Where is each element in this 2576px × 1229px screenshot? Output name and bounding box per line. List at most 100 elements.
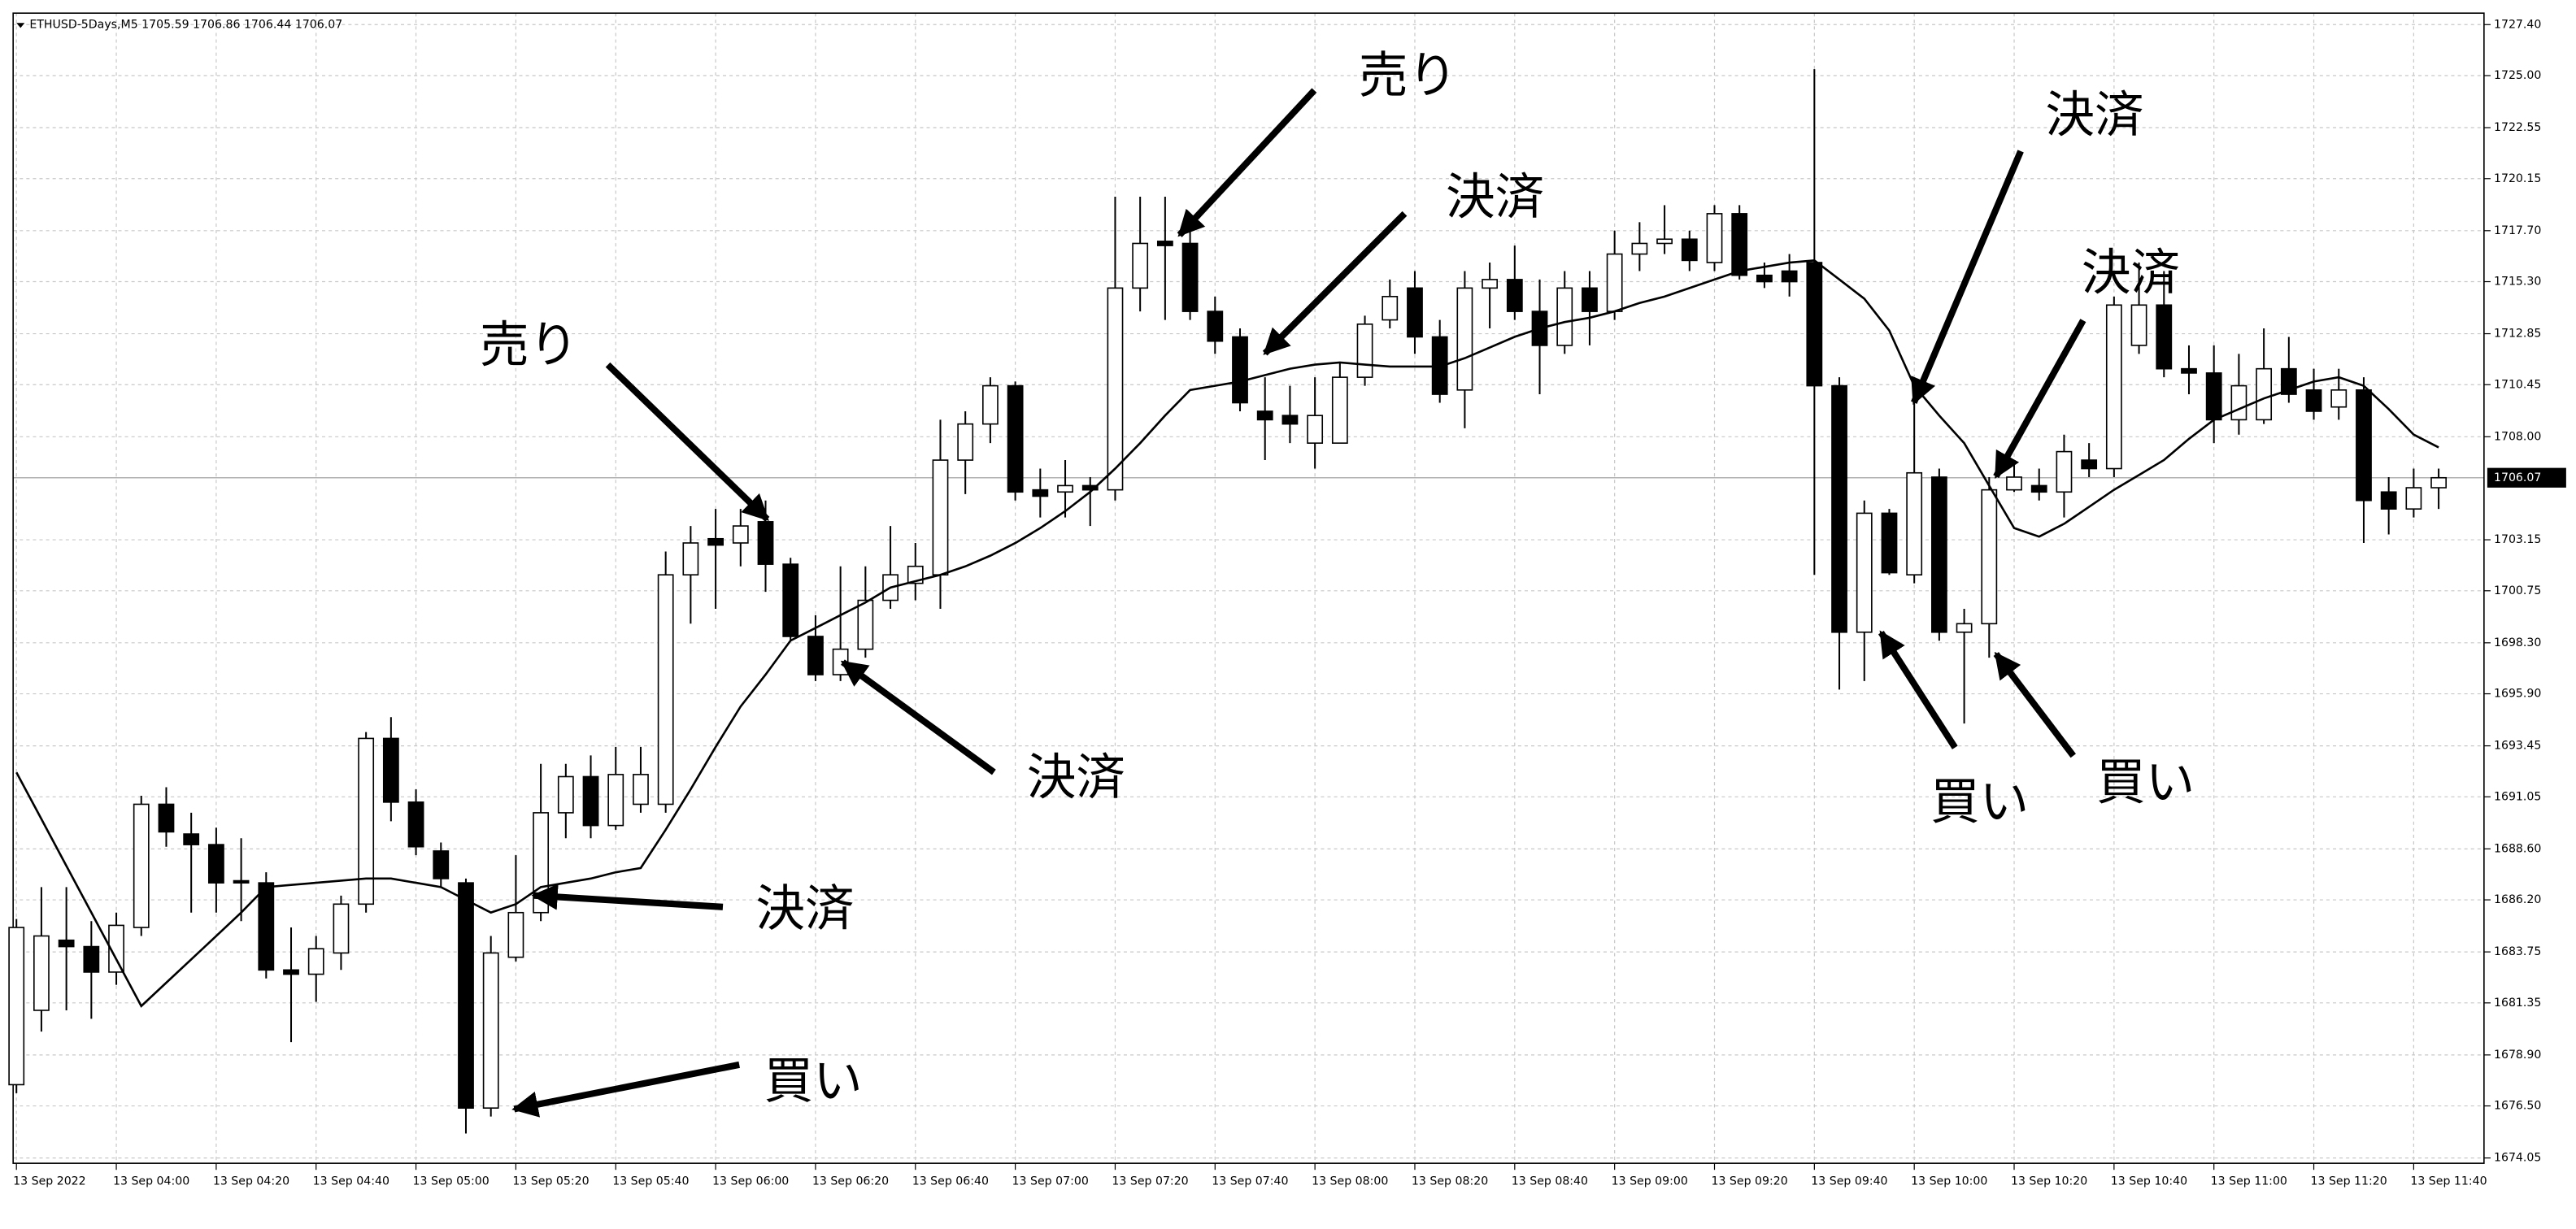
x-tick-label: 13 Sep 08:20 [1412, 1175, 1488, 1188]
annotation-label: 売り [480, 317, 578, 374]
candle-body [1382, 296, 1399, 321]
y-tick-label: 1686.20 [2494, 893, 2541, 906]
annotation-arrow [511, 1061, 740, 1118]
grid [13, 13, 2491, 1170]
x-tick-label: 13 Sep 06:20 [812, 1175, 889, 1188]
candle-body [1032, 489, 1049, 497]
candle-body [1407, 287, 1423, 338]
y-tick-label: 1681.35 [2494, 997, 2541, 1010]
candle-body [183, 833, 200, 845]
candle-body [2305, 389, 2322, 412]
current-price-tag [2487, 467, 2566, 488]
annotation-label: 決済 [755, 880, 854, 937]
y-tick-label: 1717.70 [2494, 224, 2541, 237]
candle-body [857, 599, 874, 650]
candle-body [33, 935, 50, 1011]
candle-body [1506, 279, 1523, 312]
candle-body [1606, 253, 1623, 312]
x-tick-label: 13 Sep 04:40 [313, 1175, 389, 1188]
annotation-label: 決済 [2045, 87, 2143, 144]
candle-body [2156, 304, 2173, 370]
candle-body [1930, 476, 1947, 633]
candle-body [158, 803, 175, 833]
annotation-label: 買い [1930, 774, 2029, 831]
annotation-label: 決済 [2082, 245, 2180, 302]
x-tick-label: 13 Sep 04:00 [113, 1175, 189, 1188]
candle-body [2430, 476, 2447, 489]
x-tick-label: 13 Sep 09:40 [1811, 1175, 1887, 1188]
candle-body [2380, 491, 2397, 510]
candle-body [2230, 384, 2247, 421]
candle-body [2006, 476, 2022, 491]
candle-body [1256, 410, 1273, 421]
candle-body [1906, 471, 1923, 576]
candle-body [782, 563, 799, 637]
candle-body [682, 542, 699, 576]
candle-body [1881, 512, 1898, 574]
candle-body [1356, 323, 1373, 378]
candle-body [657, 574, 674, 806]
x-tick-label: 13 Sep 10:00 [1911, 1175, 1987, 1188]
x-tick-label: 13 Sep 05:20 [512, 1175, 589, 1188]
candle-body [2030, 484, 2047, 493]
menu-icon[interactable] [16, 23, 25, 28]
candle-body [1156, 241, 1173, 246]
candle-body [1781, 270, 1798, 283]
y-tick-label: 1703.15 [2494, 533, 2541, 546]
candle-body [2130, 304, 2147, 346]
candle-body [1207, 311, 1224, 342]
candle-body [2181, 367, 2197, 374]
y-tick-label: 1720.15 [2494, 172, 2541, 185]
annotation-arrow [531, 884, 724, 910]
x-tick-label: 13 Sep 08:40 [1512, 1175, 1588, 1188]
y-tick-label: 1722.55 [2494, 121, 2541, 134]
annotation-label: 買い [2096, 754, 2195, 811]
candle-body [1232, 336, 1248, 404]
candle-body [8, 927, 25, 1086]
candle-body [732, 525, 749, 544]
candle-body [2056, 450, 2073, 493]
y-tick-label: 1712.85 [2494, 328, 2541, 341]
candle-body [2405, 487, 2422, 510]
candle-body [633, 774, 649, 806]
y-tick-label: 1698.30 [2494, 636, 2541, 649]
x-tick-label: 13 Sep 06:40 [912, 1175, 989, 1188]
y-tick-label: 1678.90 [2494, 1049, 2541, 1062]
candle-body [507, 911, 524, 958]
candle-body [932, 459, 949, 576]
candle-body [1181, 242, 1199, 312]
plot-frame [12, 12, 2485, 1164]
candle-body [58, 939, 75, 948]
x-tick-label: 13 Sep 11:40 [2410, 1175, 2487, 1188]
candle-body [1681, 238, 1698, 262]
annotation-arrow [1177, 88, 1317, 237]
candle-body [607, 774, 624, 827]
y-tick-label: 1700.75 [2494, 584, 2541, 597]
candle-body [1556, 287, 1573, 346]
annotation-arrow [1993, 651, 2076, 758]
x-tick-label: 13 Sep 05:40 [612, 1175, 689, 1188]
x-tick-label: 13 Sep 10:40 [2111, 1175, 2187, 1188]
candle-body [207, 844, 224, 884]
candle-body [108, 924, 124, 973]
candle-body [1731, 213, 1748, 276]
candle-body [458, 882, 474, 1110]
annotation-arrow [1993, 319, 2086, 480]
annotation-label: 売り [1359, 48, 1457, 105]
annotation-arrow [1262, 211, 1408, 356]
candle-body [258, 882, 275, 971]
y-tick-label: 1691.05 [2494, 790, 2541, 803]
candle-body [1831, 384, 1847, 633]
candle-body [1631, 242, 1648, 255]
candle-body [2256, 367, 2273, 421]
marks [8, 69, 2447, 1134]
x-tick-label: 13 Sep 11:20 [2311, 1175, 2387, 1188]
candle-body [283, 969, 299, 975]
candle-body [957, 423, 974, 461]
candle-body [907, 565, 924, 584]
x-tick-label: 13 Sep 05:00 [413, 1175, 490, 1188]
x-tick-label: 13 Sep 11:00 [2211, 1175, 2287, 1188]
candle-body [307, 948, 324, 975]
